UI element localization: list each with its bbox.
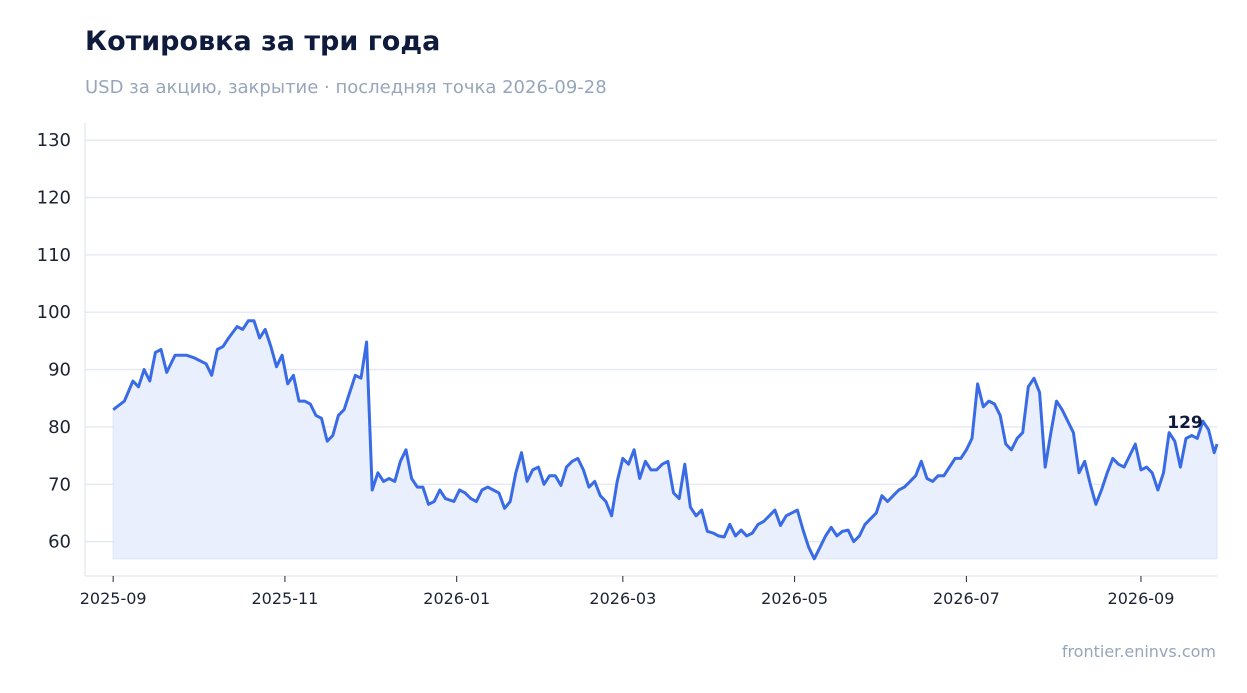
- y-tick-label: 110: [37, 245, 71, 266]
- chart-subtitle: USD за акцию, закрытие · последняя точка…: [85, 77, 607, 98]
- x-tick-label: 2026-09: [1108, 589, 1175, 608]
- x-tick-label: 2026-03: [589, 589, 656, 608]
- price-area: [112, 320, 1218, 560]
- x-tick-label: 2026-01: [423, 589, 490, 608]
- y-tick-label: 80: [48, 417, 71, 438]
- x-tick-label: 2025-09: [80, 589, 147, 608]
- y-tick-label: 130: [37, 130, 71, 151]
- source-label[interactable]: frontier.eninvs.com: [1061, 642, 1216, 661]
- y-tick-label: 90: [48, 360, 71, 381]
- price-line: [112, 319, 1219, 561]
- x-tick-label: 2026-05: [761, 589, 828, 608]
- x-tick-label: 2025-11: [252, 589, 319, 608]
- last-value-label: 129: [1167, 413, 1203, 433]
- y-tick-label: 120: [37, 188, 71, 209]
- y-tick-label: 60: [48, 532, 71, 553]
- x-tick-label: 2026-07: [933, 589, 1000, 608]
- y-tick-label: 70: [48, 474, 71, 495]
- y-tick-label: 100: [37, 302, 71, 323]
- chart-title: Котировка за три года: [85, 26, 441, 57]
